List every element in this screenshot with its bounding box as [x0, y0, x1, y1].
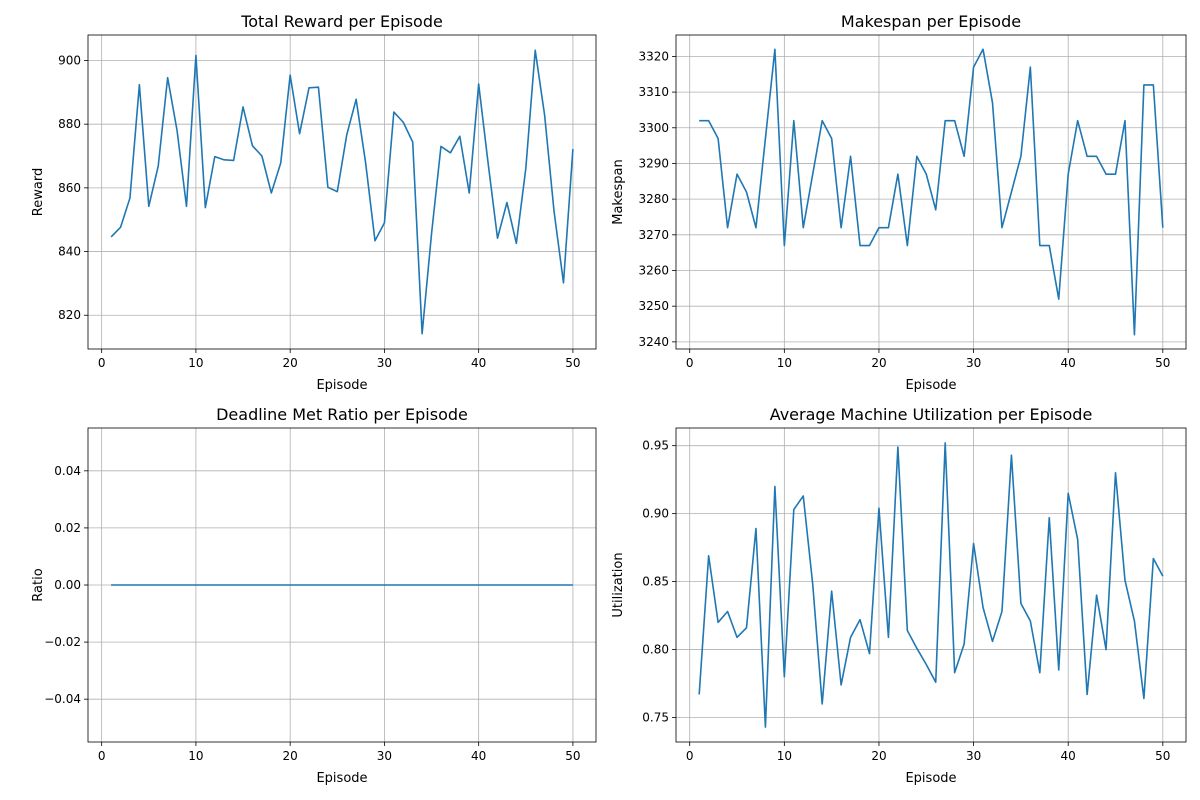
x-tick-label: 50: [1155, 356, 1170, 370]
x-tick-label: 0: [686, 356, 694, 370]
y-tick-label: 3300: [638, 121, 669, 135]
y-axis-label: Reward: [31, 168, 46, 216]
x-tick-label: 0: [98, 356, 106, 370]
x-tick-label: 30: [377, 749, 392, 763]
y-tick-label: 0.00: [54, 578, 81, 592]
y-axis-label: Utilization: [611, 552, 626, 617]
x-tick-label: 20: [283, 749, 298, 763]
series-line: [110, 49, 574, 335]
x-tick-label: 30: [377, 356, 392, 370]
axes-frame: [675, 427, 1187, 743]
chart-title: Total Reward per Episode: [240, 12, 443, 31]
x-tick-label: 40: [471, 749, 486, 763]
y-tick-label: 0.95: [642, 439, 669, 453]
x-tick-label: 0: [686, 749, 694, 763]
y-tick-label: 0.90: [642, 507, 669, 521]
y-tick-label: 0.02: [54, 521, 81, 535]
y-tick-label: 3280: [638, 192, 669, 206]
x-tick-label: 20: [871, 749, 886, 763]
x-tick-label: 20: [283, 356, 298, 370]
x-tick-label: 40: [1061, 749, 1076, 763]
axes-frame: [675, 34, 1187, 350]
y-tick-label: −0.04: [44, 692, 81, 706]
subplot-4: 0 10 20 30 40 50 0.75 0.80 0.85 0.90 0.95 Average M…: [611, 405, 1187, 786]
y-tick-label: 3310: [638, 85, 669, 99]
y-tick-label: 3240: [638, 335, 669, 349]
x-tick-label: 0: [98, 749, 106, 763]
x-tick-label: 10: [188, 749, 203, 763]
x-axis-label: Episode: [905, 378, 956, 393]
x-tick-label: 30: [966, 356, 981, 370]
series-line: [699, 48, 1164, 336]
x-tick-label: 50: [565, 356, 580, 370]
x-tick-label: 20: [871, 356, 886, 370]
x-axis-label: Episode: [905, 771, 956, 786]
subplot-3: 0 10 20 30 40 50 −0.04 −0.02 0.00 0.02 0.04 Deadlin…: [31, 405, 597, 786]
y-tick-label: 820: [58, 308, 81, 322]
y-tick-label: 840: [58, 245, 81, 259]
y-tick-label: 3250: [638, 299, 669, 313]
chart-title: Deadline Met Ratio per Episode: [216, 405, 468, 424]
axes-frame: [87, 34, 597, 350]
y-tick-label: 0.85: [642, 575, 669, 589]
y-axis-label: Ratio: [31, 568, 46, 601]
y-tick-label: 900: [58, 53, 81, 67]
x-tick-label: 50: [1155, 749, 1170, 763]
x-tick-label: 10: [777, 356, 792, 370]
x-axis-label: Episode: [316, 771, 367, 786]
y-tick-label: 860: [58, 181, 81, 195]
subplot-1: 0 10 20 30 40 50 820 840 860 880 900 Total Reward p…: [31, 12, 597, 393]
y-tick-label: 3320: [638, 49, 669, 63]
series-line: [698, 442, 1164, 728]
y-tick-label: 3270: [638, 228, 669, 242]
x-tick-label: 40: [471, 356, 486, 370]
y-tick-label: 0.75: [642, 711, 669, 725]
y-tick-label: 0.80: [642, 643, 669, 657]
y-tick-label: 0.04: [54, 464, 81, 478]
x-tick-label: 10: [777, 749, 792, 763]
x-tick-label: 30: [966, 749, 981, 763]
y-tick-label: 880: [58, 117, 81, 131]
chart-title: Average Machine Utilization per Episode: [770, 405, 1093, 424]
y-tick-label: 3260: [638, 264, 669, 278]
x-tick-label: 40: [1061, 356, 1076, 370]
y-axis-label: Makespan: [611, 159, 626, 224]
chart-title: Makespan per Episode: [841, 12, 1021, 31]
y-tick-label: 3290: [638, 156, 669, 170]
x-axis-label: Episode: [316, 378, 367, 393]
subplot-2: 0 10 20 30 40 50 3240 3250 3260 3270 3280 3290 3300 3…: [611, 12, 1187, 393]
y-tick-label: −0.02: [44, 635, 81, 649]
x-tick-label: 50: [565, 749, 580, 763]
x-tick-label: 10: [188, 356, 203, 370]
